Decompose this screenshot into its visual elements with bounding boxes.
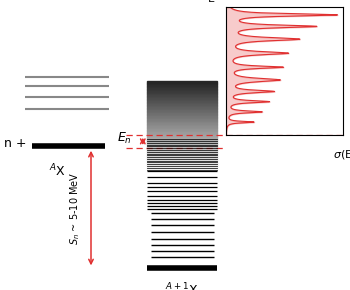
Text: E: E [208,0,215,4]
Text: $^A$X: $^A$X [49,162,66,179]
Bar [147,127,217,128]
Bar [147,145,217,146]
Bar [147,122,217,124]
Bar [147,100,217,102]
Bar [147,87,217,88]
Bar [147,103,217,105]
Bar [147,151,217,152]
Bar [147,146,217,148]
Bar [147,125,217,127]
Bar [147,118,217,119]
Bar [147,105,217,106]
Bar [147,88,217,90]
Bar [147,108,217,109]
Bar [147,133,217,134]
Bar [147,161,217,162]
Bar [147,86,217,87]
Bar [147,153,217,155]
Bar [147,143,217,145]
Text: n +: n + [4,137,26,150]
Bar [147,96,217,97]
Bar [147,90,217,92]
Bar [147,111,217,112]
Bar [147,115,217,117]
Bar [147,158,217,159]
Bar [147,121,217,122]
Text: $E_n$: $E_n$ [117,131,132,146]
Bar [147,136,217,137]
Bar [147,148,217,149]
Bar [147,149,217,151]
Bar [147,114,217,115]
Bar [147,84,217,86]
Bar [147,97,217,99]
Bar [147,117,217,118]
Text: $S_n$ ~ 5-10 MeV: $S_n$ ~ 5-10 MeV [68,171,82,245]
Bar [147,119,217,121]
Bar [147,93,217,95]
Bar [147,130,217,131]
Bar [147,137,217,139]
Bar [147,124,217,125]
Bar [147,81,217,83]
Bar [147,99,217,100]
Bar [147,134,217,136]
Bar [147,131,217,133]
Bar [147,165,217,167]
Bar [147,168,217,170]
Bar [147,164,217,165]
Bar [147,152,217,153]
Bar [147,140,217,142]
Bar [147,128,217,130]
Bar [147,92,217,93]
Bar [147,159,217,161]
Bar [147,106,217,108]
Bar [147,83,217,84]
Bar [147,162,217,164]
Bar [147,95,217,96]
Text: $\sigma$(E): $\sigma$(E) [333,148,350,161]
Bar [147,102,217,103]
Bar [147,112,217,114]
Bar [147,109,217,111]
Text: $^{A+1}$X: $^{A+1}$X [165,281,199,290]
Bar [147,167,217,168]
Bar [147,142,217,143]
Bar [147,139,217,140]
Bar [147,155,217,156]
Bar [147,156,217,158]
